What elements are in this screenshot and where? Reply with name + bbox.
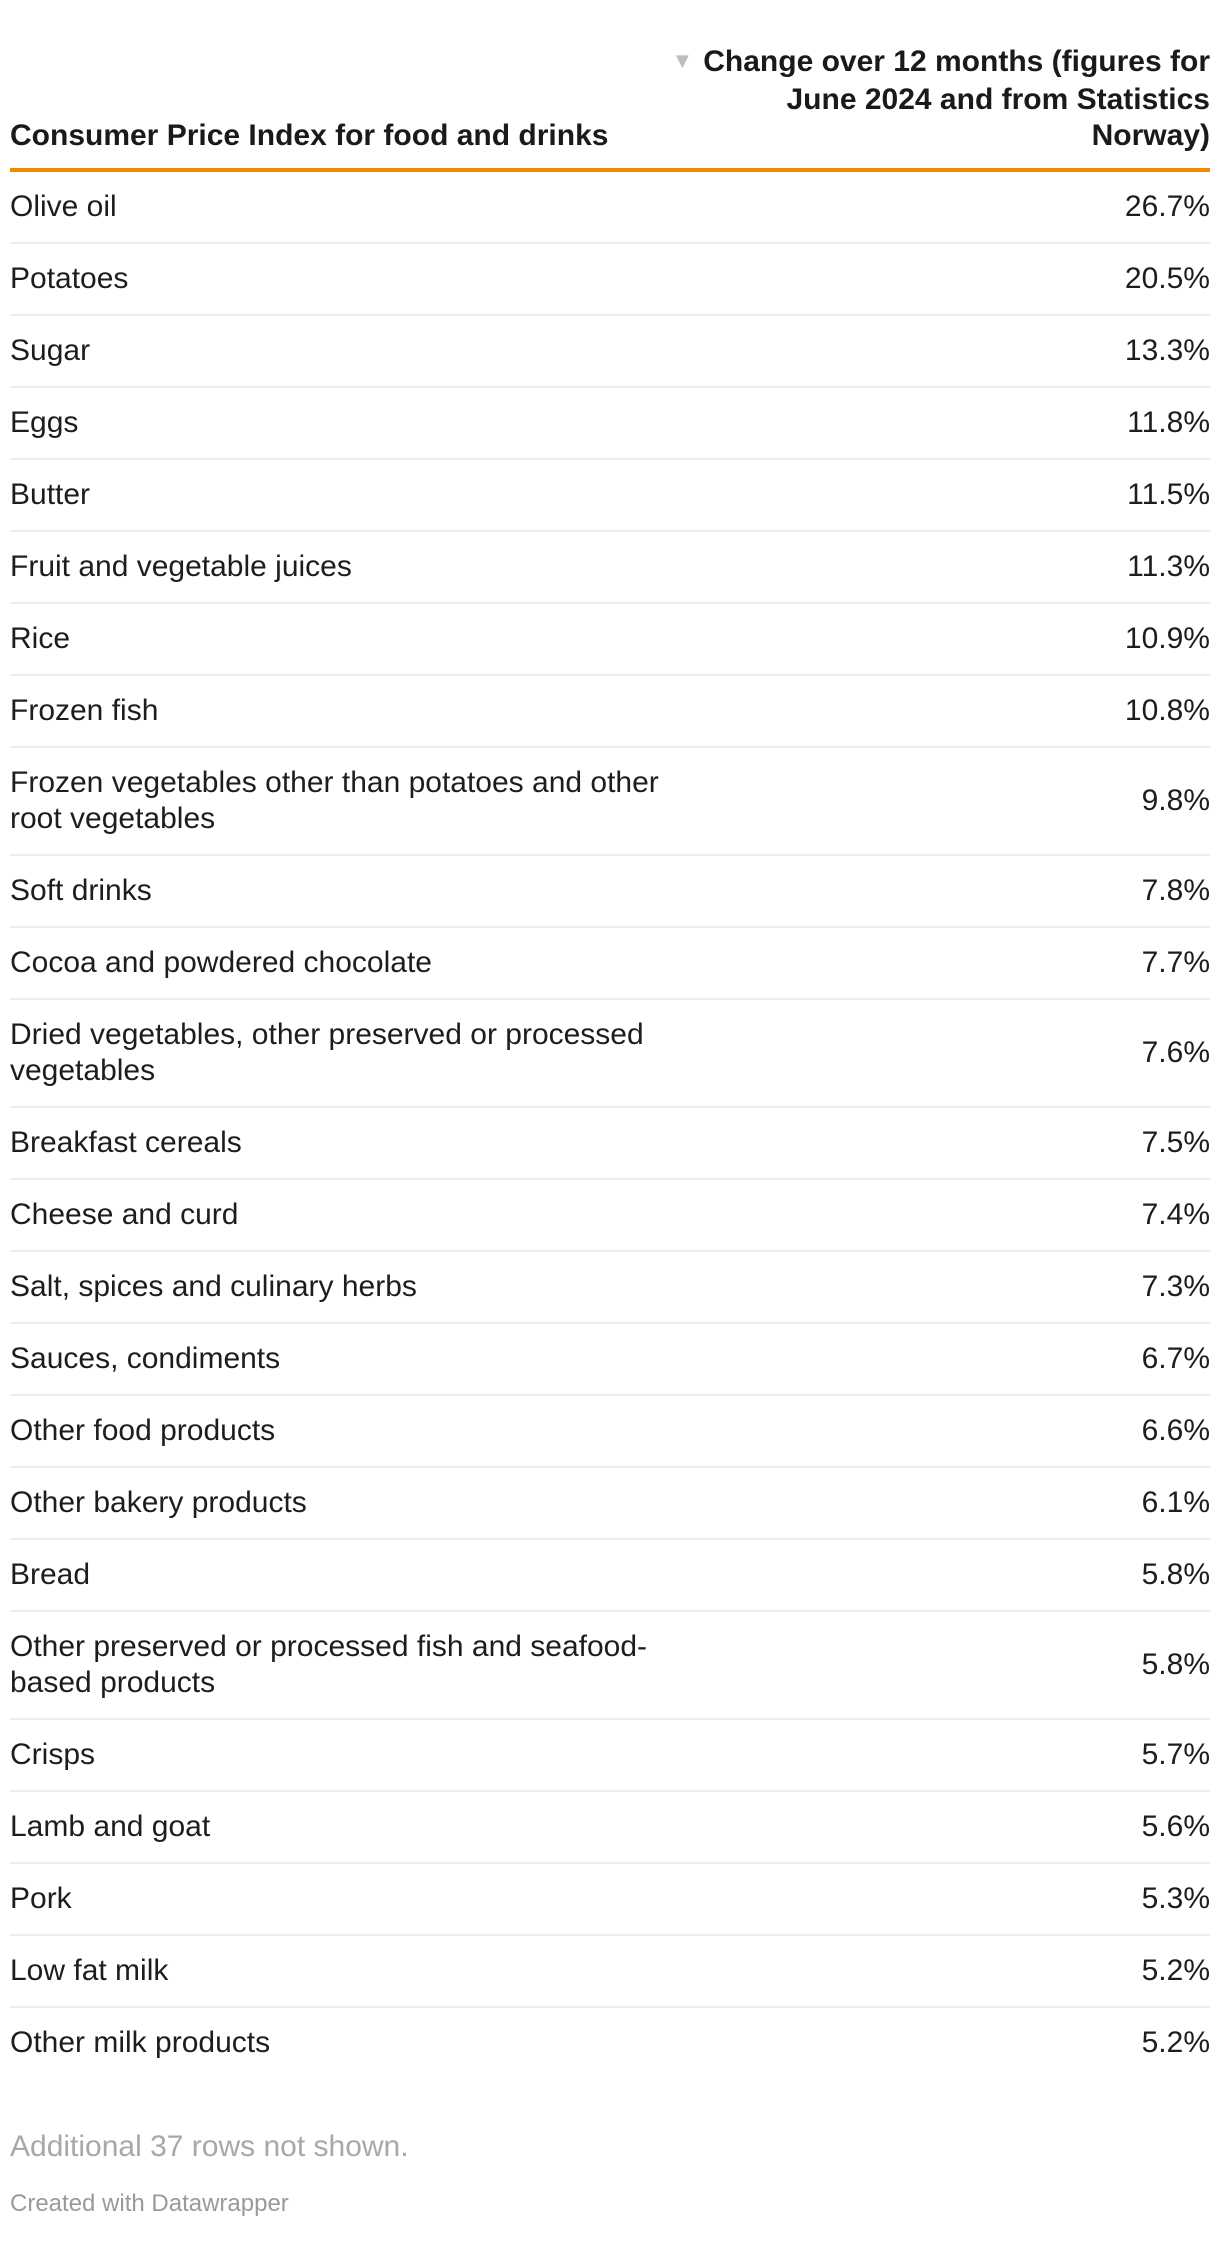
column-header-products[interactable]: Consumer Price Index for food and drinks [10,119,609,152]
table-row: Dried vegetables, other preserved or pro… [10,1000,1210,1108]
row-label: Sauces, condiments [10,1342,281,1375]
table-row: Frozen vegetables other than potatoes an… [10,748,1210,856]
row-label: Cocoa and powdered chocolate [10,946,432,979]
header-accent-rule [10,168,1210,172]
table-row: Sugar 13.3% [10,316,1210,388]
datawrapper-attribution[interactable]: Created with Datawrapper [10,2190,289,2217]
row-label: Crisps [10,1738,96,1771]
table-row: Other bakery products 6.1% [10,1468,1210,1540]
row-value: 7.4% [1141,1198,1210,1231]
table-row: Sauces, condiments 6.7% [10,1324,1210,1396]
row-label: Other preserved or processed fish and se… [10,1630,648,1699]
row-label: Potatoes [10,262,129,295]
row-label: Lamb and goat [10,1810,211,1843]
row-value: 5.3% [1141,1882,1210,1915]
row-label: Other food products [10,1414,276,1447]
row-label: Salt, spices and culinary herbs [10,1270,417,1303]
row-value: 7.5% [1141,1126,1210,1159]
row-value: 5.6% [1141,1810,1210,1843]
sort-desc-icon: ▼ [671,48,694,73]
column-header-change-label: Change over 12 months (figures for June … [703,45,1210,152]
row-value: 5.2% [1141,1954,1210,1987]
row-value: 13.3% [1124,334,1210,367]
table-row: Crisps 5.7% [10,1720,1210,1792]
table-row: Soft drinks 7.8% [10,856,1210,928]
table-row: Lamb and goat 5.6% [10,1792,1210,1864]
row-label: Fruit and vegetable juices [10,550,352,583]
row-value: 11.5% [1127,478,1210,511]
row-value: 11.3% [1127,550,1210,583]
table-row: Cheese and curd 7.4% [10,1180,1210,1252]
row-value: 7.7% [1141,946,1210,979]
column-header-change[interactable]: ▼ Change over 12 months (figures for June… [665,44,1210,154]
table-row: Rice 10.9% [10,604,1210,676]
row-value: 5.2% [1141,2026,1210,2059]
row-value: 20.5% [1124,262,1210,295]
table-row: Cocoa and powdered chocolate 7.7% [10,928,1210,1000]
rows-not-shown-note: Additional 37 rows not shown. [10,2130,409,2163]
row-value: 10.8% [1124,694,1210,727]
row-label: Frozen vegetables other than potatoes an… [10,766,659,835]
row-label: Pork [10,1882,72,1915]
table-row: Olive oil 26.7% [10,172,1210,244]
table-row: Salt, spices and culinary herbs 7.3% [10,1252,1210,1324]
row-label: Frozen fish [10,694,159,727]
row-label: Breakfast cereals [10,1126,242,1159]
row-label: Sugar [10,334,91,367]
row-label: Eggs [10,406,79,439]
row-label: Rice [10,622,71,655]
row-label: Soft drinks [10,874,152,907]
row-value: 5.8% [1141,1648,1210,1681]
row-value: 6.1% [1141,1486,1210,1519]
table-row: Low fat milk 5.2% [10,1936,1210,2008]
row-label: Dried vegetables, other preserved or pro… [10,1018,644,1087]
table-row: Butter 11.5% [10,460,1210,532]
table-body: Olive oil 26.7% Potatoes 20.5% Sugar 13.… [10,172,1210,2078]
row-value: 26.7% [1124,190,1210,223]
table-row: Other food products 6.6% [10,1396,1210,1468]
row-value: 6.7% [1141,1342,1210,1375]
table-row: Breakfast cereals 7.5% [10,1108,1210,1180]
row-value: 7.8% [1141,874,1210,907]
row-label: Cheese and curd [10,1198,239,1231]
table-row: Eggs 11.8% [10,388,1210,460]
table-row: Bread 5.8% [10,1540,1210,1612]
table-row: Fruit and vegetable juices 11.3% [10,532,1210,604]
table-row: Other preserved or processed fish and se… [10,1612,1210,1720]
row-label: Olive oil [10,190,117,223]
table-row: Pork 5.3% [10,1864,1210,1936]
table-row: Potatoes 20.5% [10,244,1210,316]
row-value: 9.8% [1141,784,1210,817]
table-header-row: Consumer Price Index for food and drinks… [10,0,1210,168]
row-value: 5.7% [1141,1738,1210,1771]
row-label: Other milk products [10,2026,271,2059]
table-row: Frozen fish 10.8% [10,676,1210,748]
row-value: 7.6% [1141,1036,1210,1069]
row-value: 6.6% [1141,1414,1210,1447]
row-label: Other bakery products [10,1486,307,1519]
row-label: Butter [10,478,91,511]
row-value: 10.9% [1124,622,1210,655]
table-row: Other milk products 5.2% [10,2008,1210,2078]
row-label: Low fat milk [10,1954,169,1987]
row-label: Bread [10,1558,91,1591]
row-value: 7.3% [1141,1270,1210,1303]
row-value: 5.8% [1141,1558,1210,1591]
row-value: 11.8% [1127,406,1210,439]
